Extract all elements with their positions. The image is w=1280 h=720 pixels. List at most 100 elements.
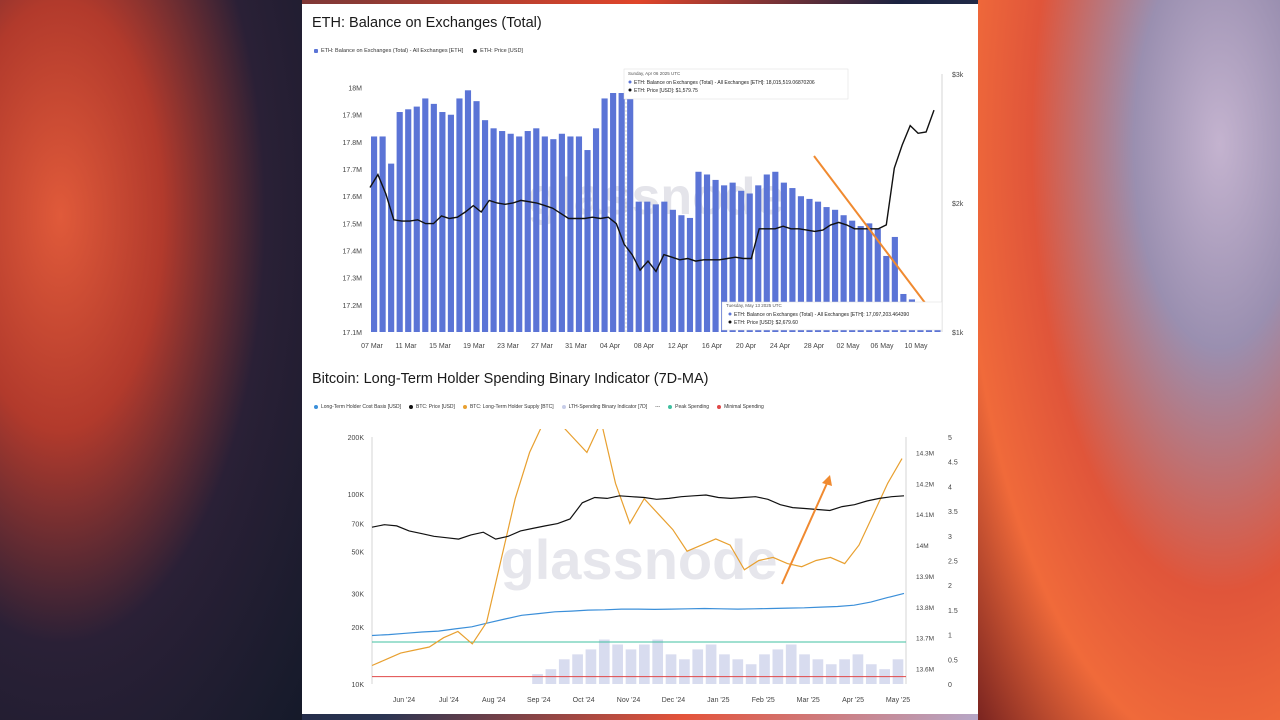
lth-supply-line: [371, 429, 903, 667]
spending-indicator-bar: [572, 654, 583, 684]
spending-indicator-bar: [732, 659, 744, 684]
chart2-title: Bitcoin: Long-Term Holder Spending Binar…: [312, 371, 709, 387]
chart2-legend-cost-basis[interactable]: Long-Term Holder Cost Basis [USD]: [314, 404, 401, 410]
balance-bar: [396, 112, 403, 332]
y-mid-tick-label: 14M: [916, 543, 929, 550]
y-right-tick-label: 4: [948, 484, 952, 491]
balance-bar: [857, 226, 864, 332]
y-left-tick-label: 10K: [352, 682, 365, 689]
chart2-legend-btc-price[interactable]: BTC: Price [USD]: [409, 404, 455, 410]
x-tick-label: 11 Mar: [395, 343, 417, 350]
chart1-eth-balance[interactable]: glassnode18M17.9M17.8M17.7M17.6M17.5M17.…: [302, 64, 978, 354]
balance-bar: [797, 196, 805, 332]
spending-indicator-bar: [865, 664, 877, 684]
x-tick-label: Dec '24: [662, 697, 686, 704]
y-left-tick-label: 17.9M: [343, 113, 363, 120]
balance-bar: [738, 190, 745, 332]
spending-indicator-bar: [892, 659, 904, 684]
spending-indicator-bar: [612, 644, 623, 684]
spending-indicator-bar: [639, 644, 650, 684]
y-left-tick-label: 17.8M: [343, 140, 363, 147]
balance-bar: [371, 136, 378, 332]
spending-indicator-bar: [812, 659, 824, 684]
chart1-legend-price[interactable]: ETH: Price [USD]: [473, 48, 523, 54]
balance-bar: [379, 136, 386, 332]
x-tick-label: 15 Mar: [429, 343, 451, 350]
balance-bar: [652, 204, 659, 332]
spending-indicator-bar: [785, 644, 797, 684]
balance-bar: [840, 215, 847, 332]
y-left-tick-label: 200K: [348, 435, 365, 442]
balance-bar: [789, 188, 796, 332]
y-mid-tick-label: 13.9M: [916, 574, 934, 581]
y-left-tick-label: 17.4M: [343, 249, 363, 256]
chart1-legend-balance-label: ETH: Balance on Exchanges (Total) - All …: [321, 48, 464, 54]
x-tick-label: 06 May: [871, 343, 894, 350]
y-mid-tick-label: 13.8M: [916, 605, 934, 612]
chart2-legend-label: Peak Spending: [675, 404, 710, 410]
chart2-legend-label: LTH-Spending Binary Indicator [7D]: [568, 404, 648, 410]
tooltip2-dot-icon: [728, 312, 732, 316]
y-mid-tick-label: 13.6M: [916, 667, 934, 674]
watermark-text: glassnode: [501, 528, 778, 591]
y-left-tick-label: 20K: [352, 625, 365, 632]
y-right-tick-label: 4.5: [948, 460, 958, 467]
legend-swatch-icon: [668, 405, 673, 409]
x-tick-label: 08 Apr: [634, 343, 655, 350]
chart2-legend-lth-supply[interactable]: BTC: Long-Term Holder Supply [BTC]: [462, 404, 554, 410]
chart1-legend-price-label: ETH: Price [USD]: [480, 48, 523, 54]
y-right-tick-label: 3.5: [948, 509, 958, 516]
y-mid-tick-label: 14.3M: [916, 450, 934, 457]
legend-swatch-icon: [473, 49, 478, 53]
chart1-legend-balance[interactable]: ETH: Balance on Exchanges (Total) - All …: [314, 48, 463, 54]
tooltip2-box: [721, 301, 943, 331]
x-tick-label: 19 Mar: [463, 343, 485, 350]
x-tick-label: Sep '24: [527, 697, 551, 704]
spending-indicator-bar: [719, 654, 730, 684]
y-right-tick-label: 2.5: [948, 559, 958, 566]
spending-indicator-bar: [679, 659, 690, 684]
chart2-legend-label: Minimal Spending: [724, 404, 764, 410]
balance-bar: [780, 182, 787, 332]
x-tick-label: May '25: [886, 697, 910, 704]
legend-swatch-icon: [314, 49, 318, 53]
balance-bar: [678, 215, 685, 332]
x-tick-label: Apr '25: [842, 697, 864, 704]
legend-swatch-icon: [409, 405, 414, 409]
background-left: [0, 0, 302, 720]
lth-cost-basis-line: [371, 592, 905, 637]
spending-indicator-bar: [532, 674, 543, 684]
tooltip1-date: Sunday, Apr 06 2025 UTC: [628, 71, 681, 76]
balance-bar: [695, 171, 702, 332]
balance-bar: [464, 90, 472, 332]
x-tick-label: 07 Mar: [361, 343, 383, 350]
chart2-legend: Long-Term Holder Cost Basis [USD] BTC: P…: [314, 404, 764, 410]
y-right-tick-label: 1: [948, 633, 952, 640]
chart2-legend-label: BTC: Long-Term Holder Supply [BTC]: [469, 404, 554, 410]
balance-bar: [755, 185, 762, 332]
y-right-tick-label: 2: [948, 583, 952, 590]
y-left-tick-label: 17.5M: [343, 221, 363, 228]
chart2-btc-lth[interactable]: glassnode200K100K70K50K30K20K10K14.3M14.…: [302, 429, 978, 714]
y-left-tick-label: 18M: [348, 86, 362, 93]
chart1-legend: ETH: Balance on Exchanges (Total) - All …: [314, 48, 523, 54]
background-right: [978, 0, 1280, 720]
spending-indicator-bar: [585, 649, 597, 684]
balance-bar: [439, 112, 446, 332]
balance-bar: [712, 179, 719, 332]
tooltip1-price: ETH: Price [USD]: $1,579.75: [634, 88, 698, 94]
balance-bar: [832, 209, 839, 332]
chart2-legend-peak[interactable]: Peak Spending: [668, 404, 709, 410]
balance-bar: [627, 93, 634, 332]
balance-bar: [533, 128, 540, 332]
x-tick-label: 27 Mar: [531, 343, 553, 350]
chart1-title: ETH: Balance on Exchanges (Total): [312, 15, 542, 31]
balance-bar: [746, 193, 753, 332]
chart2-legend-binary[interactable]: LTH-Spending Binary Indicator [7D]: [561, 404, 648, 410]
balance-bar: [422, 98, 429, 332]
y-mid-tick-label: 13.7M: [916, 636, 934, 643]
spending-indicator-bar: [825, 664, 837, 684]
chart2-legend-minimal[interactable]: Minimal Spending: [717, 404, 764, 410]
y-mid-tick-label: 14.2M: [916, 481, 934, 488]
balance-bar: [601, 98, 608, 332]
